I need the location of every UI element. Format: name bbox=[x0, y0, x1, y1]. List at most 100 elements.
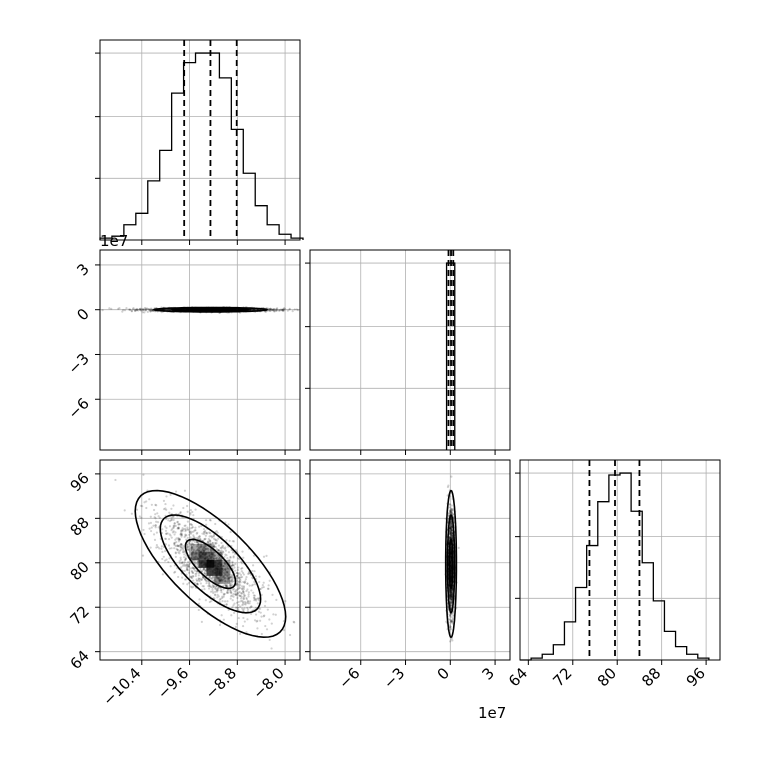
scatter-point bbox=[182, 548, 185, 551]
scatter-point bbox=[101, 309, 104, 312]
y-tick-label: −3 bbox=[64, 350, 92, 378]
scatter-point bbox=[281, 308, 284, 312]
scatter-point bbox=[148, 308, 151, 311]
scatter-point bbox=[271, 593, 274, 596]
scatter-point bbox=[268, 309, 272, 313]
scatter-point bbox=[166, 532, 169, 535]
scatter-point bbox=[145, 500, 148, 503]
scatter-point bbox=[211, 535, 214, 538]
scatter-point bbox=[225, 585, 228, 588]
scatter-point bbox=[282, 629, 286, 632]
scatter-point bbox=[217, 589, 220, 592]
scatter-point bbox=[208, 531, 211, 534]
scatter-point bbox=[226, 589, 229, 593]
scatter-point bbox=[213, 545, 216, 548]
scatter-point bbox=[198, 549, 201, 553]
scatter-point bbox=[216, 531, 219, 534]
scatter-point bbox=[213, 545, 216, 548]
scatter-point bbox=[281, 308, 285, 311]
scatter-point bbox=[237, 557, 240, 560]
scatter-point bbox=[264, 600, 267, 603]
scatter-point bbox=[207, 582, 211, 585]
scatter-point bbox=[216, 587, 219, 590]
scatter-point bbox=[192, 579, 195, 582]
scatter-point bbox=[131, 308, 135, 311]
scatter-point bbox=[187, 569, 190, 572]
scatter-point bbox=[224, 553, 227, 556]
scatter-point bbox=[171, 531, 175, 534]
scatter-point bbox=[208, 540, 212, 543]
panel-frame bbox=[99, 459, 301, 661]
scatter-point bbox=[203, 530, 206, 533]
scatter-point bbox=[248, 308, 252, 311]
scatter-point bbox=[196, 561, 199, 564]
scatter-point bbox=[211, 584, 214, 587]
scatter-point bbox=[196, 583, 199, 586]
scatter-point bbox=[450, 569, 453, 573]
scatter-point bbox=[192, 571, 195, 575]
x-tick-label: 80 bbox=[594, 664, 620, 690]
scatter-point bbox=[222, 546, 225, 549]
scatter-point bbox=[172, 526, 175, 530]
scatter-point bbox=[189, 513, 192, 516]
scatter-point bbox=[227, 567, 230, 570]
scatter-point bbox=[177, 551, 180, 554]
scatter-point bbox=[197, 579, 200, 582]
scatter-point bbox=[194, 572, 197, 576]
scatter-point bbox=[450, 598, 453, 601]
scatter-point bbox=[187, 541, 190, 544]
scatter-point bbox=[231, 599, 234, 602]
scatter-point bbox=[191, 542, 194, 545]
scatter-point bbox=[145, 307, 148, 310]
scatter-point bbox=[451, 511, 454, 514]
scatter-point bbox=[451, 529, 454, 532]
scatter-point bbox=[256, 602, 259, 605]
scatter-point bbox=[187, 565, 190, 568]
scatter-point bbox=[179, 533, 182, 536]
scatter-point bbox=[179, 558, 182, 561]
scatter-point bbox=[118, 307, 121, 310]
scatter-point bbox=[249, 308, 252, 311]
scatter-point bbox=[205, 548, 208, 551]
scatter-point bbox=[450, 504, 453, 507]
scatter-point bbox=[236, 608, 240, 612]
scatter-point bbox=[449, 510, 452, 513]
scatter-point bbox=[165, 558, 168, 561]
scatter-point bbox=[448, 530, 452, 533]
scatter-point bbox=[230, 591, 233, 594]
scatter-point bbox=[157, 526, 160, 529]
scatter-point bbox=[183, 569, 186, 573]
scatter-point bbox=[236, 592, 239, 595]
scatter-point bbox=[450, 525, 453, 528]
scatter-point bbox=[230, 579, 233, 582]
scatter-point bbox=[449, 560, 452, 563]
scatter-point bbox=[213, 576, 216, 579]
scatter-point bbox=[220, 614, 223, 617]
scatter-point bbox=[182, 550, 185, 553]
scatter-point bbox=[250, 605, 253, 608]
scatter-point bbox=[452, 611, 455, 615]
scatter-point bbox=[216, 587, 219, 590]
scatter-point bbox=[449, 589, 452, 592]
scatter-point bbox=[223, 583, 226, 586]
scatter-point bbox=[236, 572, 240, 575]
scatter-point bbox=[449, 601, 452, 604]
scatter-point bbox=[220, 541, 223, 545]
scatter-point bbox=[212, 535, 216, 538]
scatter-point bbox=[186, 583, 189, 586]
scatter-point bbox=[223, 547, 226, 550]
scatter-point bbox=[229, 588, 232, 591]
scatter-point bbox=[450, 569, 453, 572]
y-tick-label: 3 bbox=[73, 260, 92, 279]
histogram-step bbox=[99, 52, 304, 240]
scatter-point bbox=[450, 592, 453, 595]
scatter-point bbox=[201, 576, 205, 579]
scatter-point bbox=[447, 484, 450, 487]
scatter-point bbox=[448, 589, 451, 592]
scatter-point bbox=[237, 587, 240, 590]
scatter-point bbox=[243, 607, 246, 610]
scatter-point bbox=[172, 525, 175, 529]
scatter-point bbox=[239, 597, 243, 600]
scatter-point bbox=[214, 542, 217, 545]
scatter-point bbox=[450, 558, 453, 561]
